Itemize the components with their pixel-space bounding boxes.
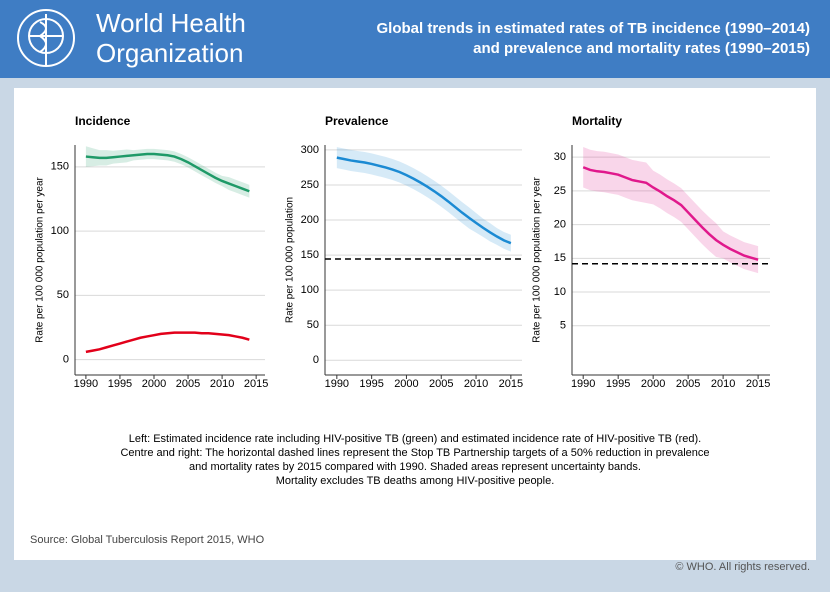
- logo-emblem: [17, 9, 75, 67]
- x-tick-label: 2005: [676, 378, 700, 390]
- chart-title: Prevalence: [325, 114, 389, 128]
- x-tick-label: 2015: [244, 378, 268, 390]
- y-tick-label: 100: [301, 284, 319, 296]
- series-line: [85, 331, 250, 354]
- y-axis-label: Rate per 100 000 population per year: [532, 177, 543, 343]
- series-line: [85, 152, 250, 193]
- y-tick-label: 0: [63, 353, 69, 365]
- y-tick-label: 50: [307, 319, 319, 331]
- y-axis-label: Rate per 100 000 population per year: [35, 177, 46, 343]
- y-tick-label: 200: [301, 214, 319, 226]
- x-tick-label: 1990: [571, 378, 595, 390]
- y-tick-label: 25: [554, 185, 566, 197]
- x-tick-label: 1995: [359, 378, 383, 390]
- x-tick-label: 1995: [606, 378, 630, 390]
- caption: Left: Estimated incidence rate including…: [129, 433, 702, 445]
- uncertainty-band: [336, 147, 511, 252]
- caption: Centre and right: The horizontal dashed …: [120, 447, 709, 459]
- x-tick-label: 2000: [641, 378, 665, 390]
- y-tick-label: 20: [554, 218, 566, 230]
- y-tick-label: 15: [554, 252, 566, 264]
- x-tick-label: 2015: [499, 378, 523, 390]
- chart-title: Mortality: [572, 114, 622, 128]
- x-tick-label: 2010: [210, 378, 234, 390]
- series-line: [582, 166, 759, 261]
- y-tick-label: 0: [313, 354, 319, 366]
- y-tick-label: 30: [554, 151, 566, 163]
- header-title: Global trends in estimated rates of TB i…: [377, 20, 810, 37]
- header-title: and prevalence and mortality rates (1990…: [473, 40, 810, 57]
- x-tick-label: 2010: [711, 378, 735, 390]
- series-line: [336, 156, 512, 245]
- y-tick-label: 250: [301, 179, 319, 191]
- x-tick-label: 1990: [325, 378, 349, 390]
- logo-text: World Health: [96, 8, 246, 38]
- x-tick-label: 2000: [394, 378, 418, 390]
- y-tick-label: 50: [57, 289, 69, 301]
- caption: Mortality excludes TB deaths among HIV-p…: [276, 475, 555, 487]
- x-tick-label: 1990: [74, 378, 98, 390]
- chart-title: Incidence: [75, 114, 131, 128]
- logo-text: Organization: [96, 38, 243, 68]
- copyright: © WHO. All rights reserved.: [675, 561, 810, 573]
- x-tick-label: 2005: [176, 378, 200, 390]
- y-tick-label: 150: [51, 161, 69, 173]
- y-tick-label: 150: [301, 249, 319, 261]
- y-tick-label: 10: [554, 286, 566, 298]
- source: Source: Global Tuberculosis Report 2015,…: [30, 534, 265, 546]
- y-tick-label: 300: [301, 144, 319, 156]
- x-tick-label: 1995: [108, 378, 132, 390]
- y-axis-label: Rate per 100 000 population: [285, 197, 296, 323]
- caption: and mortality rates by 2015 compared wit…: [189, 461, 641, 473]
- x-tick-label: 2010: [464, 378, 488, 390]
- y-tick-label: 100: [51, 225, 69, 237]
- x-tick-label: 2005: [429, 378, 453, 390]
- header-bar: [0, 0, 830, 78]
- x-tick-label: 2015: [746, 378, 770, 390]
- y-tick-label: 5: [560, 320, 566, 332]
- uncertainty-band: [85, 146, 250, 198]
- x-tick-label: 2000: [142, 378, 166, 390]
